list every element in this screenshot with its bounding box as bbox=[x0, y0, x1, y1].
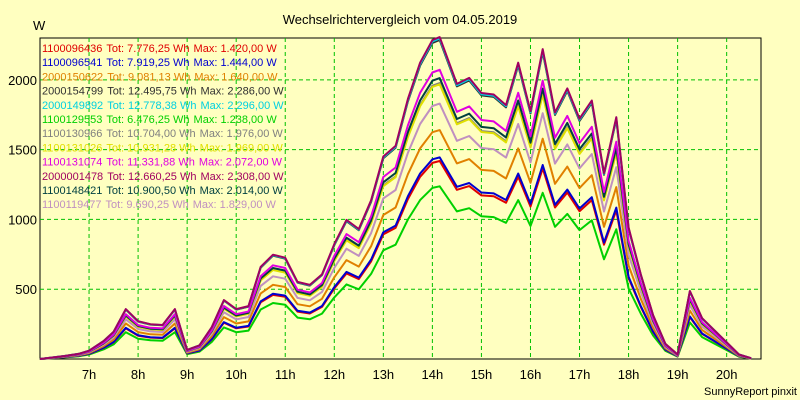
series-line-1100096541 bbox=[39, 156, 752, 360]
y-axis-label: W bbox=[33, 18, 46, 33]
legend-entry-total: Tot: 12.778,38 Wh bbox=[107, 100, 196, 112]
x-tick-label: 20h bbox=[716, 367, 738, 382]
legend-entry-id: 1100131074 bbox=[42, 157, 102, 169]
legend-entry-total: Tot: 10.704,00 Wh bbox=[106, 128, 195, 140]
x-tick-label: 17h bbox=[569, 367, 591, 382]
x-tick-label: 10h bbox=[225, 367, 247, 382]
legend-entry: 1100129553 Tot: 6.476,25 Wh Max: 1.238,00 … bbox=[42, 114, 277, 126]
legend-entry-id: 1100148421 bbox=[42, 185, 102, 197]
x-tick-label: 19h bbox=[667, 367, 689, 382]
legend-entry-total: Tot: 10.900,50 Wh bbox=[106, 185, 195, 197]
legend-entry: 1100131026 Tot: 10.931,28 Wh Max: 1.969,00… bbox=[42, 142, 283, 154]
legend-entry-total: Tot: 10.931,28 Wh bbox=[106, 142, 195, 154]
legend-entry: 1100096436 Tot: 7.776,25 Wh Max: 1.420,00 … bbox=[42, 43, 277, 55]
legend-entry: 1100148421 Tot: 10.900,50 Wh Max: 2.014,00… bbox=[42, 185, 283, 197]
x-axis-ticks: 7h 8h 9h 10h 11h 12h 13h 14h 15h 16h 17h 18h 19h 20h bbox=[82, 367, 738, 382]
legend-entry-id: 1100129553 bbox=[42, 114, 102, 126]
legend-entry-total: Tot: 7.919,25 Wh bbox=[106, 57, 189, 69]
series-line-1100119477 bbox=[39, 102, 752, 360]
legend-entry-max: Max: 2.014,00 W bbox=[200, 185, 284, 197]
legend-entry: 1100131074 Tot: 11.331,88 Wh Max: 2.072,00… bbox=[42, 157, 283, 169]
legend-entry-id: 2000149892 bbox=[42, 100, 103, 112]
credit-label: SunnyReport pinxit bbox=[704, 386, 797, 398]
legend-entry-total: Tot: 6.476,25 Wh bbox=[106, 114, 189, 126]
series-line-2000150622 bbox=[39, 129, 752, 360]
legend-entry-max: Max: 1.444,00 W bbox=[194, 57, 278, 69]
legend-entry-max: Max: 1.420,00 W bbox=[194, 43, 278, 55]
x-tick-label: 7h bbox=[82, 367, 96, 382]
legend-entry-total: Tot: 11.331,88 Wh bbox=[106, 157, 194, 169]
legend-entry-total: Tot: 12.660,25 Wh bbox=[107, 171, 196, 183]
chart-title: Wechselrichtervergleich vom 04.05.2019 bbox=[283, 12, 518, 27]
x-tick-label: 13h bbox=[372, 367, 394, 382]
x-tick-label: 18h bbox=[618, 367, 640, 382]
legend-entry-id: 1100096541 bbox=[42, 57, 102, 69]
legend-entry-total: Tot: 7.776,25 Wh bbox=[106, 43, 189, 55]
legend-entry-id: 2000150622 bbox=[42, 71, 103, 83]
legend-entry: 2000149892 Tot: 12.778,38 Wh Max: 2.296,00… bbox=[42, 100, 284, 112]
legend-entry-max: Max: 2.286,00 W bbox=[200, 86, 284, 98]
legend-entry-id: 2000154799 bbox=[42, 86, 103, 98]
legend-entry: 1100119477 Tot: 9.690,25 Wh Max: 1.829,00 … bbox=[42, 199, 276, 211]
legend-entry: 2000001478 Tot: 12.660,25 Wh Max: 2.308,00… bbox=[42, 171, 284, 183]
x-tick-label: 8h bbox=[131, 367, 145, 382]
legend-entry: 1100096541 Tot: 7.919,25 Wh Max: 1.444,00 … bbox=[42, 57, 277, 69]
x-tick-label: 15h bbox=[471, 367, 493, 382]
legend-entry-max: Max: 2.296,00 W bbox=[200, 100, 284, 112]
legend-entry-id: 1100119477 bbox=[42, 199, 102, 211]
x-tick-label: 9h bbox=[180, 367, 194, 382]
legend-entry-id: 1100130966 bbox=[42, 128, 102, 140]
legend-entry-id: 1100131026 bbox=[42, 142, 102, 154]
legend-entry-total: Tot: 9.690,25 Wh bbox=[106, 199, 189, 211]
legend-entry-max: Max: 1.976,00 W bbox=[200, 128, 284, 140]
legend-entry-total: Tot: 12.495,75 Wh bbox=[107, 86, 196, 98]
x-tick-label: 12h bbox=[323, 367, 345, 382]
x-tick-label: 14h bbox=[422, 367, 444, 382]
legend-entry-max: Max: 2.072,00 W bbox=[199, 157, 283, 169]
y-tick-label: 1000 bbox=[8, 212, 37, 227]
legend-entry-max: Max: 1.238,00 W bbox=[194, 114, 278, 126]
series-line-1100129553 bbox=[39, 185, 752, 360]
y-tick-label: 500 bbox=[15, 282, 37, 297]
y-tick-label: 2000 bbox=[8, 73, 37, 88]
legend-entry-max: Max: 1.640,00 W bbox=[194, 71, 278, 83]
legend: 1100096436 Tot: 7.776,25 Wh Max: 1.420,00 … bbox=[42, 43, 284, 211]
series-line-2000001478 bbox=[39, 36, 752, 360]
x-tick-label: 16h bbox=[520, 367, 542, 382]
legend-entry-max: Max: 1.969,00 W bbox=[200, 142, 284, 154]
series-lines bbox=[39, 36, 752, 360]
y-tick-label: 1500 bbox=[8, 143, 37, 158]
y-axis-ticks: 500 1000 1500 2000 bbox=[8, 73, 37, 297]
legend-entry: 1100130966 Tot: 10.704,00 Wh Max: 1.976,00… bbox=[42, 128, 283, 140]
series-line-1100131074 bbox=[39, 68, 752, 360]
x-tick-label: 11h bbox=[275, 367, 296, 382]
legend-entry-total: Tot: 9.081,13 Wh bbox=[107, 71, 190, 83]
legend-entry: 2000154799 Tot: 12.495,75 Wh Max: 2.286,00… bbox=[42, 86, 284, 98]
legend-entry: 2000150622 Tot: 9.081,13 Wh Max: 1.640,00 … bbox=[42, 71, 278, 83]
legend-entry-id: 2000001478 bbox=[42, 171, 103, 183]
legend-entry-max: Max: 1.829,00 W bbox=[193, 199, 277, 211]
legend-entry-id: 1100096436 bbox=[42, 43, 102, 55]
legend-entry-max: Max: 2.308,00 W bbox=[200, 171, 284, 183]
